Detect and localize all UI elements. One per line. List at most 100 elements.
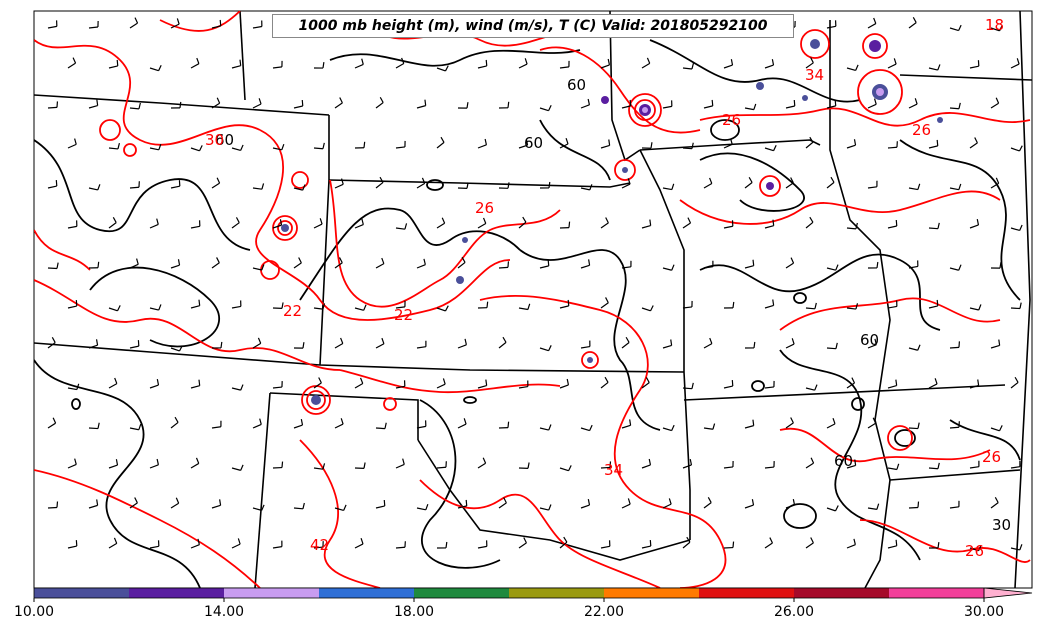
wind-barb [764,386,775,389]
wind-barb [170,502,179,509]
wind-barb-flag [937,542,940,549]
wind-barb-flag [650,305,654,312]
wind-barb [170,347,180,352]
wind-barb-flag [671,424,675,431]
wind-barb [190,462,200,469]
wind-barb-flag [199,145,203,152]
wind-barb [252,187,263,190]
wind-barb [108,383,118,389]
wind-barb-flag [709,177,713,184]
wind-barb [88,26,99,29]
wind-barb-flag [523,537,527,544]
wind-barb [313,382,322,389]
wind-barb [293,187,303,191]
wind-barb-flag [958,24,962,31]
wind-barb [88,504,98,509]
wind-barb [949,346,960,349]
wind-barb [436,222,445,229]
wind-barb [477,462,486,469]
wind-barb-flag [340,337,344,344]
wind-barb-flag [1014,376,1019,383]
wind-barb-flag [503,497,507,504]
wind-barb-flag [995,177,1000,184]
wind-barb [1010,307,1021,310]
wind-barb [1010,147,1020,152]
wind-barb [600,302,609,309]
wind-barb-flag [691,142,694,149]
wind-barb-flag [235,217,240,223]
wind-barb [293,262,302,269]
wind-barb-flag [809,136,814,143]
wind-barb-flag [302,502,305,509]
wind-barb [375,102,384,109]
wind-barb [108,464,118,469]
wind-barb [149,545,159,549]
wind-barb [518,385,528,389]
wind-barb [498,266,509,269]
wind-barb [621,424,631,429]
wind-barb [190,225,200,229]
wind-barb [252,423,262,429]
wind-barb-flag [525,139,529,146]
wind-barb [682,147,693,150]
wind-barb [908,103,918,109]
wind-barb-flag [772,219,775,226]
wind-barb [67,545,77,549]
wind-barb-flag [216,177,221,184]
colorbar-extension [983,587,1033,599]
wind-barb [580,345,590,349]
wind-barb [436,307,446,312]
wind-barb-flag [96,499,99,506]
wind-barb-flag [444,305,449,312]
wind-barb [231,387,241,391]
wind-barb-flag [876,503,880,510]
wind-barb-flag [384,422,387,429]
wind-barb [805,221,814,229]
wind-barb-flag [219,19,222,26]
wind-barb-flag [732,301,735,308]
wind-barb-flag [361,218,364,225]
wind-barb [990,182,1000,189]
wind-barb [908,427,919,430]
wind-barb-flag [158,143,162,150]
wind-barb [785,182,794,189]
wind-barb-flag [937,462,940,469]
wind-barb-flag [753,341,756,348]
wind-barb-flag [74,458,77,465]
wind-barb [723,64,733,69]
wind-barb-flag [689,458,693,466]
wind-barb [272,546,282,549]
wind-barb [703,502,712,509]
wind-barb [764,304,774,309]
wind-barb-flag [565,138,569,145]
wind-barb [313,307,324,310]
wind-barb-flag [958,264,962,271]
wind-barb-flag [855,303,859,310]
wind-barb-flag [687,217,692,224]
wind-barb-flag [608,139,611,146]
wind-barb-flag [691,63,695,70]
wind-barb [744,182,753,189]
wind-barb-flag [340,178,344,185]
colorbar-tick-label: 10.00 [13,604,55,620]
wind-barb [67,225,77,229]
wind-barb-flag [359,377,364,384]
wind-barb-flag [790,177,794,184]
wind-barb [600,222,609,229]
wind-barb [498,341,507,349]
wind-barb-flag [402,458,405,465]
wind-barb [334,262,343,269]
wind-barb-flag [463,418,467,425]
wind-barb [928,145,938,149]
wind-barb [846,227,857,230]
wind-barb [662,503,672,509]
wind-barb-flag [752,419,755,426]
temperature-label: 42 [310,536,329,554]
wind-barb [436,141,445,149]
wind-barb-flag [548,181,551,189]
wind-barb [969,65,979,69]
wind-barb [559,143,569,149]
wind-barb [518,63,528,69]
wind-barb [416,264,426,269]
